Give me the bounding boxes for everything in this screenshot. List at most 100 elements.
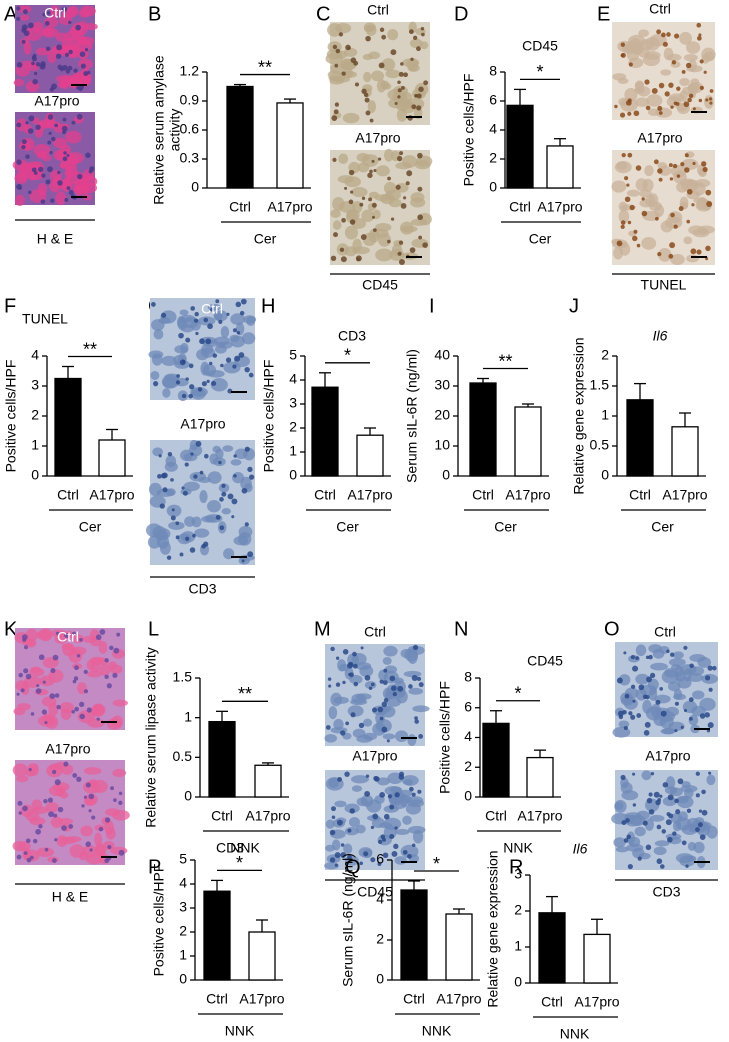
- nucleus: [628, 711, 633, 716]
- nucleus: [325, 725, 331, 730]
- cell: [352, 246, 370, 255]
- cell: [683, 236, 693, 245]
- nucleus: [107, 844, 112, 850]
- nucleus: [379, 679, 384, 684]
- nucleus: [648, 809, 655, 815]
- cell: [83, 767, 102, 775]
- panel-letter: J: [569, 295, 579, 317]
- nucleus: [231, 515, 235, 519]
- nucleus: [672, 831, 677, 836]
- image-label: Ctrl: [364, 624, 386, 640]
- nucleus: [380, 834, 386, 840]
- nucleus: [234, 355, 241, 362]
- nucleus: [52, 654, 59, 661]
- cell: [92, 703, 104, 715]
- cell: [94, 842, 105, 857]
- nucleus: [692, 161, 696, 166]
- cell: [641, 236, 657, 250]
- nucleus: [104, 658, 109, 663]
- nucleus: [394, 101, 398, 105]
- nucleus: [201, 381, 207, 387]
- nucleus: [232, 328, 237, 333]
- nucleus: [331, 115, 338, 121]
- nucleus: [381, 726, 388, 733]
- cell: [611, 180, 627, 193]
- cell: [86, 670, 102, 678]
- y-tick-label: 5: [179, 851, 187, 867]
- cell: [36, 847, 55, 857]
- cell: [357, 162, 370, 173]
- nucleus: [363, 851, 369, 857]
- nucleus: [210, 308, 214, 312]
- nucleus: [689, 717, 693, 721]
- nucleus: [27, 128, 34, 134]
- nucleus: [683, 645, 688, 650]
- cell: [198, 476, 211, 484]
- nucleus: [98, 826, 104, 832]
- nucleus: [359, 202, 364, 207]
- cell: [37, 183, 48, 196]
- image-label: A17pro: [355, 130, 400, 146]
- nucleus: [81, 804, 85, 808]
- nucleus: [358, 722, 365, 729]
- x-tick-label: Ctrl: [211, 808, 233, 824]
- cell: [697, 225, 715, 234]
- nucleus: [653, 791, 660, 798]
- nucleus: [623, 651, 627, 655]
- cell: [383, 181, 397, 195]
- y-tick-label: 4: [489, 121, 497, 137]
- nucleus: [22, 637, 27, 642]
- nucleus: [225, 357, 232, 363]
- nucleus: [194, 318, 199, 323]
- cell: [394, 828, 410, 836]
- nucleus: [348, 672, 352, 676]
- y-tick-label: 2: [514, 902, 522, 918]
- cell: [333, 696, 349, 704]
- group-label: NNK: [230, 840, 260, 856]
- nucleus: [45, 46, 51, 51]
- bar: [203, 890, 231, 981]
- group-label: Cer: [651, 519, 674, 535]
- nucleus: [416, 105, 422, 111]
- panel-letter: Q: [345, 856, 361, 878]
- cell: [688, 666, 705, 676]
- nucleus: [52, 769, 57, 775]
- nucleus: [31, 167, 37, 173]
- nucleus: [57, 806, 64, 813]
- nucleus: [54, 693, 60, 698]
- y-axis-label: activity: [167, 109, 183, 152]
- nucleus: [31, 61, 35, 66]
- nucleus: [406, 170, 413, 177]
- cell: [618, 209, 630, 224]
- chart-title: Il6: [573, 841, 588, 857]
- cell: [360, 794, 374, 807]
- nucleus: [662, 782, 669, 788]
- nucleus: [204, 453, 209, 459]
- nucleus: [32, 838, 38, 844]
- x-tick-label: Ctrl: [509, 199, 531, 215]
- cell: [410, 218, 428, 226]
- cell: [14, 173, 28, 184]
- cell: [673, 688, 683, 700]
- bar: [248, 931, 276, 981]
- nucleus: [89, 166, 95, 172]
- cell: [162, 388, 171, 398]
- nucleus: [395, 184, 401, 190]
- nucleus: [21, 39, 26, 44]
- nucleus: [21, 144, 26, 150]
- cell: [64, 130, 82, 144]
- nucleus: [707, 722, 714, 729]
- nucleus: [669, 242, 676, 249]
- bar: [583, 933, 611, 984]
- cell: [104, 808, 121, 816]
- y-tick-label: 1.5: [173, 669, 193, 685]
- nucleus: [73, 68, 78, 73]
- cell: [399, 221, 414, 235]
- group-label: NNK: [225, 1023, 255, 1039]
- nucleus: [176, 374, 180, 378]
- cell: [58, 818, 74, 825]
- cell: [31, 799, 43, 811]
- cell: [687, 82, 701, 92]
- nucleus: [625, 818, 630, 823]
- cell: [678, 811, 688, 822]
